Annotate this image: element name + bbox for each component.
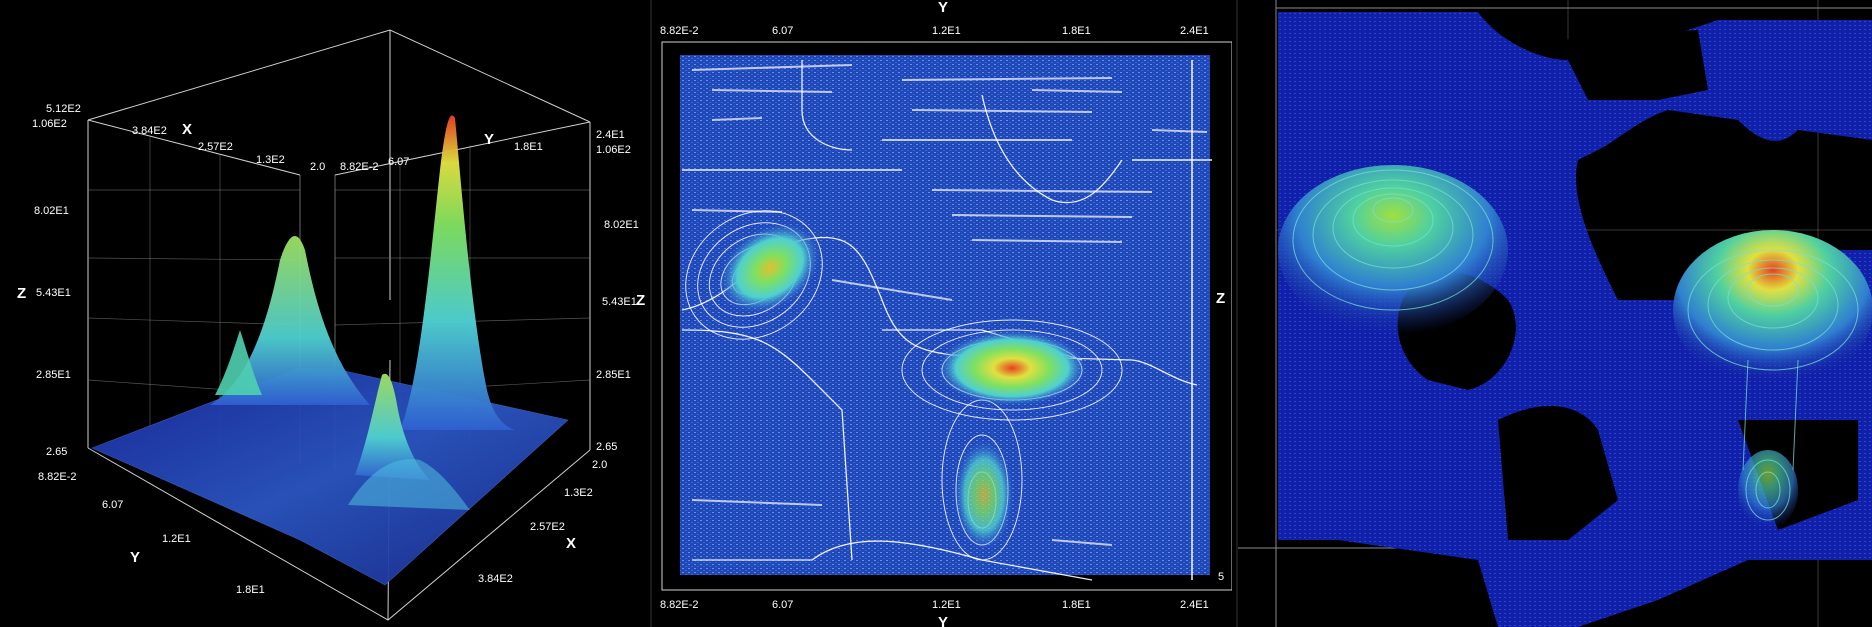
tick-front-y-0: 8.82E-2 (38, 471, 77, 483)
front-y-ticks: 8.82E-2 6.07 1.2E1 1.8E1 (38, 471, 265, 596)
tick-back-x-4: 8.82E-2 (340, 161, 379, 173)
panel-divider-2 (1236, 0, 1238, 627)
y-axis-label-front: Y (130, 549, 140, 566)
x-axis-label-back: X (182, 121, 192, 138)
tick-back-x-5: 6.07 (388, 156, 409, 168)
peak-3 (355, 373, 430, 480)
tick-left-z-3: 5.43E1 (36, 287, 71, 299)
void-2 (1498, 406, 1618, 540)
tick-left-z-4: 2.85E1 (36, 369, 71, 381)
tick-top-1: 6.07 (772, 25, 793, 37)
top-y-ticks: 8.82E-2 6.07 1.2E1 1.8E1 2.4E1 (660, 25, 1209, 37)
contour-top-plot[interactable]: 8.82E-2 6.07 1.2E1 1.8E1 2.4E1 Y Z 8.82E… (652, 0, 1232, 627)
tick-back-x-2: 1.3E2 (256, 154, 285, 166)
tick-right-z-6: 2.0 (592, 459, 607, 471)
tick-right-z-4: 2.85E1 (596, 369, 631, 381)
tick-front-x-2: 3.84E2 (478, 573, 513, 585)
surface-3d-panel[interactable]: 5.12E2 1.06E2 8.02E1 5.43E1 2.85E1 2.65 … (0, 0, 650, 627)
tick-right-z-5: 2.65 (596, 441, 617, 453)
tick-bottom-2: 1.2E1 (932, 599, 961, 611)
peak-b-heat (937, 330, 1087, 406)
right-z-ticks: 2.4E1 1.06E2 8.02E1 5.43E1 2.85E1 2.65 2… (592, 129, 639, 471)
tick-left-z-0: 5.12E2 (46, 103, 81, 115)
tick-right-z-0: 2.4E1 (596, 129, 625, 141)
blue-region (1278, 12, 1872, 627)
tick-left-z-5: 2.65 (46, 446, 67, 458)
peak-2 (400, 115, 515, 431)
front-x-ticks: 1.3E2 2.57E2 3.84E2 (478, 487, 593, 585)
mound-1-heat (1278, 165, 1508, 335)
peak-a-heat (719, 222, 821, 314)
tick-left-z-1: 1.06E2 (32, 118, 67, 130)
tick-front-y-2: 1.2E1 (162, 533, 191, 545)
tick-right-z-2: 8.02E1 (604, 219, 639, 231)
tick-top-3: 1.8E1 (1062, 25, 1091, 37)
mound-3-heat (1738, 450, 1798, 530)
mound-2-heat (1673, 230, 1872, 390)
panel-divider-1 (650, 0, 652, 627)
contour-top-panel[interactable]: 8.82E-2 6.07 1.2E1 1.8E1 2.4E1 Y Z 8.82E… (652, 0, 1232, 627)
contour-surface-panel[interactable] (1238, 0, 1872, 627)
void-3 (1558, 30, 1708, 100)
tick-top-4: 2.4E1 (1180, 25, 1209, 37)
tick-front-y-3: 1.8E1 (236, 584, 265, 596)
tick-right-z-3: 5.43E1 (602, 296, 637, 308)
tick-back-x-0: 3.84E2 (132, 125, 167, 137)
tick-top-0: 8.82E-2 (660, 25, 699, 37)
tick-right-0: 5 (1218, 571, 1224, 583)
noise-streaks (682, 64, 1212, 546)
tick-bottom-4: 2.4E1 (1180, 599, 1209, 611)
surface-3d-plot[interactable]: 5.12E2 1.06E2 8.02E1 5.43E1 2.85E1 2.65 … (0, 0, 650, 627)
tick-left-z-2: 8.02E1 (34, 205, 69, 217)
bottom-y-ticks: 8.82E-2 6.07 1.2E1 1.8E1 2.4E1 (660, 599, 1209, 611)
back-x-ticks: 3.84E2 2.57E2 1.3E2 2.0 8.82E-2 6.07 1.8… (132, 125, 543, 173)
y-axis-label-top: Y (938, 0, 948, 16)
peak-1-shoulder (215, 330, 262, 395)
tick-back-x-3: 2.0 (310, 161, 325, 173)
peak-c-heat (954, 440, 1014, 550)
left-z-ticks: 5.12E2 1.06E2 8.02E1 5.43E1 2.85E1 2.65 (32, 103, 81, 458)
contour-surface-plot[interactable] (1238, 0, 1872, 627)
z-axis-label: Z (1216, 290, 1225, 307)
tick-top-2: 1.2E1 (932, 25, 961, 37)
tick-back-right-0: 1.8E1 (514, 141, 543, 153)
y-axis-label-bottom: Y (938, 614, 948, 627)
tick-front-x-1: 2.57E2 (530, 521, 565, 533)
tick-front-y-1: 6.07 (102, 499, 123, 511)
y-axis-label-back: Y (484, 131, 494, 148)
contour-lines-3 (1292, 169, 1859, 521)
tick-front-x-0: 1.3E2 (564, 487, 593, 499)
tick-right-z-1: 1.06E2 (596, 144, 631, 156)
x-axis-label-front: X (566, 535, 576, 552)
z-axis-label-right: Z (636, 292, 645, 309)
tick-bottom-3: 1.8E1 (1062, 599, 1091, 611)
tick-bottom-0: 8.82E-2 (660, 599, 699, 611)
tick-bottom-1: 6.07 (772, 599, 793, 611)
z-axis-label-left: Z (17, 285, 26, 302)
tick-back-x-1: 2.57E2 (198, 141, 233, 153)
contour-field (680, 55, 1210, 575)
